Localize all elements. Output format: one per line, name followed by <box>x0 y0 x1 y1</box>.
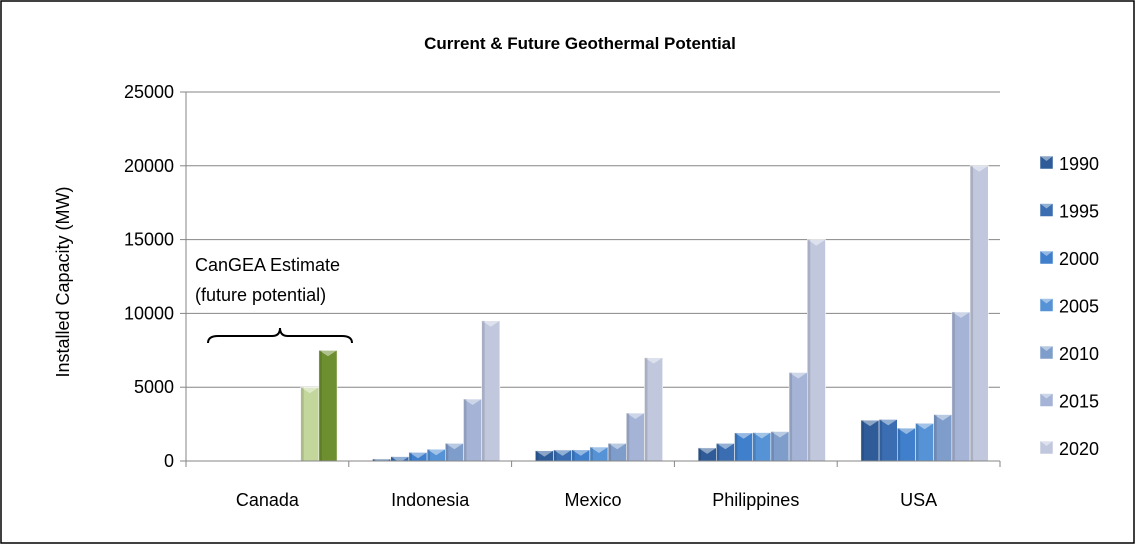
bar-shade <box>771 431 774 461</box>
bar-shade <box>301 387 304 461</box>
bar <box>735 433 753 461</box>
bar <box>753 433 771 461</box>
bar-shade <box>554 450 557 461</box>
y-tick-label: 25000 <box>124 82 174 102</box>
bar <box>427 449 445 461</box>
bar-shade <box>934 415 937 461</box>
x-tick-label: Canada <box>236 490 300 510</box>
bar <box>698 448 716 461</box>
bar <box>319 350 337 461</box>
bar-shade <box>535 451 538 461</box>
bar <box>771 431 789 461</box>
bar <box>934 415 952 461</box>
y-tick-label: 10000 <box>124 303 174 323</box>
legend-label: 2000 <box>1059 249 1099 269</box>
bar-shade <box>916 423 919 461</box>
legend-label: 2020 <box>1059 439 1099 459</box>
legend-label: 2010 <box>1059 344 1099 364</box>
bar-shade <box>409 452 412 461</box>
chart-title: Current & Future Geothermal Potential <box>424 34 736 53</box>
y-tick-label: 15000 <box>124 230 174 250</box>
bar <box>861 420 879 461</box>
bar-shade <box>590 447 593 461</box>
legend-label: 2015 <box>1059 392 1099 412</box>
bar <box>409 452 427 461</box>
y-tick-label: 20000 <box>124 156 174 176</box>
legend-label: 1990 <box>1059 154 1099 174</box>
bar-shade <box>608 443 611 461</box>
y-axis-label: Installed Capacity (MW) <box>53 186 73 377</box>
bar <box>535 451 553 461</box>
bar <box>716 443 734 461</box>
bar <box>879 419 897 461</box>
bar-shade <box>735 433 738 461</box>
bar-shade <box>391 457 394 461</box>
bar-shade <box>897 428 900 461</box>
bar <box>952 312 970 461</box>
bar-shade <box>626 413 629 461</box>
bar-shade <box>807 240 810 461</box>
legend-label: 2005 <box>1059 297 1099 317</box>
bar-shade <box>952 312 955 461</box>
annotation-text: (future potential) <box>195 285 326 305</box>
bar-shade <box>427 449 430 461</box>
bar-shade <box>879 419 882 461</box>
bar <box>572 450 590 461</box>
y-tick-label: 0 <box>164 451 174 471</box>
annotation-text: CanGEA Estimate <box>195 255 340 275</box>
bar <box>608 443 626 461</box>
bar-shade <box>319 350 322 461</box>
bar <box>464 399 482 461</box>
bar <box>916 423 934 461</box>
x-tick-label: Indonesia <box>391 490 470 510</box>
bar <box>789 372 807 461</box>
bar-shade <box>753 433 756 461</box>
bar <box>482 321 500 461</box>
bar <box>445 443 463 461</box>
x-tick-label: Philippines <box>712 490 799 510</box>
bar-shade <box>464 399 467 461</box>
bar <box>590 447 608 461</box>
legend-label: 1995 <box>1059 202 1099 222</box>
bar-shade <box>861 420 864 461</box>
y-tick-label: 5000 <box>134 377 174 397</box>
bar-shade <box>482 321 485 461</box>
x-tick-label: Mexico <box>564 490 621 510</box>
bar <box>554 450 572 461</box>
bar <box>807 240 825 461</box>
bar-shade <box>645 358 648 461</box>
bar <box>970 166 988 461</box>
bar-shade <box>698 448 701 461</box>
bar <box>645 358 663 461</box>
bar-shade <box>789 372 792 461</box>
bar-shade <box>445 443 448 461</box>
bar <box>301 387 319 461</box>
bar-shade <box>970 166 973 461</box>
bar <box>626 413 644 461</box>
bar-shade <box>572 450 575 461</box>
bar-shade <box>716 443 719 461</box>
bar <box>897 428 915 461</box>
x-tick-label: USA <box>900 490 937 510</box>
